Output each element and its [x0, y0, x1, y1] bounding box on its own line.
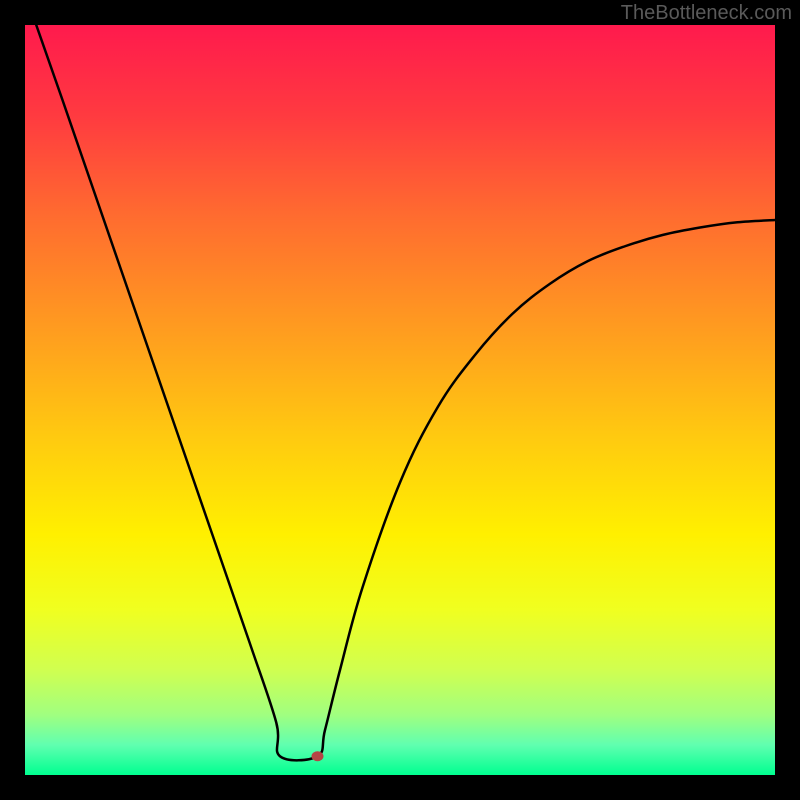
- optimal-point-marker: [312, 751, 324, 761]
- gradient-background: [25, 25, 775, 775]
- chart-svg: [25, 25, 775, 775]
- bottleneck-chart: [25, 25, 775, 775]
- watermark-text: TheBottleneck.com: [621, 2, 792, 25]
